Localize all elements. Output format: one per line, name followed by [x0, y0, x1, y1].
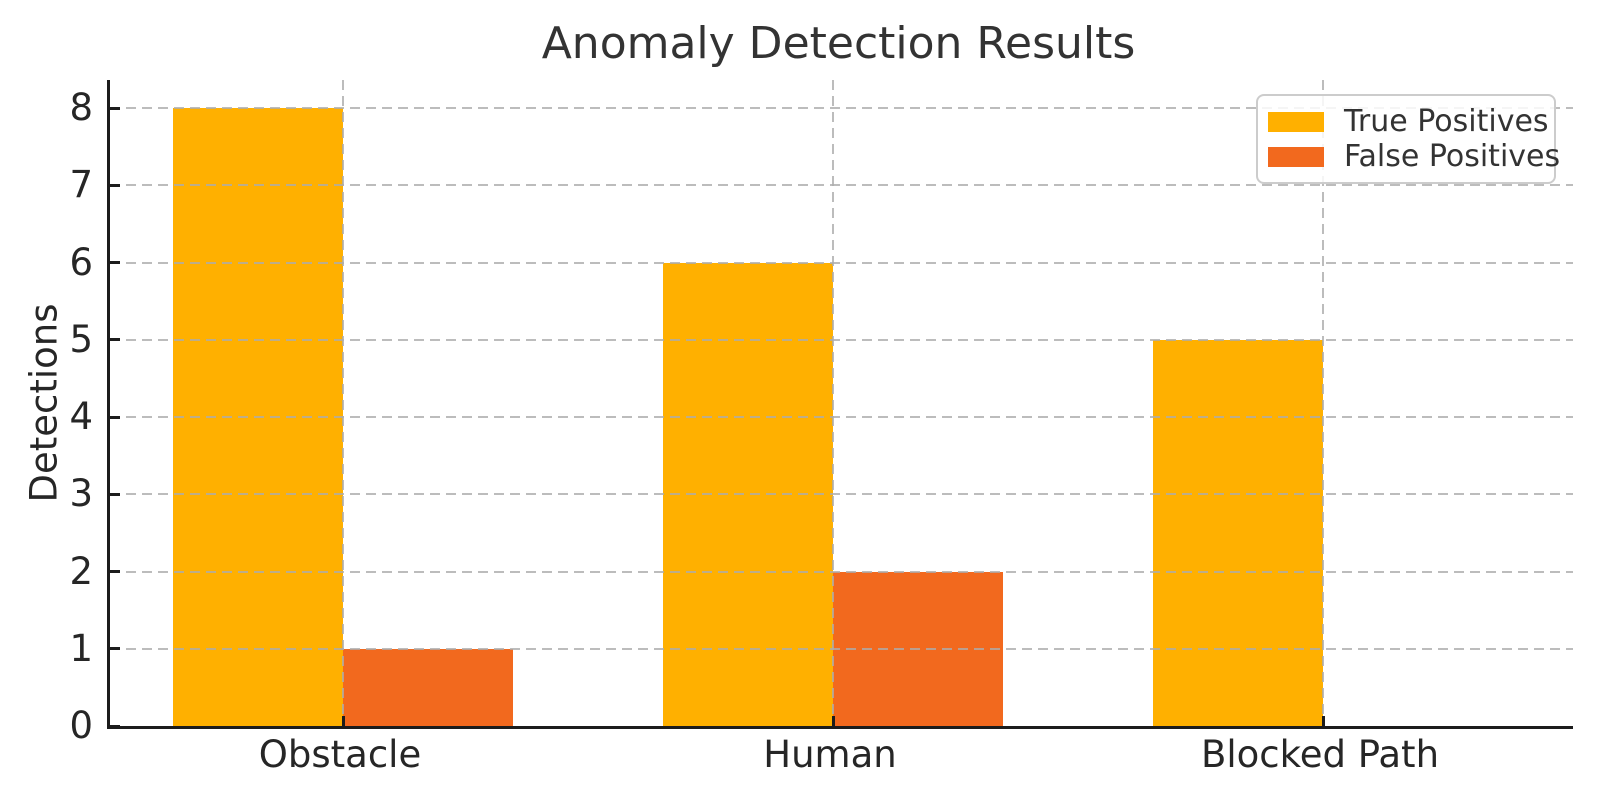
y-tick-mark-8 — [110, 106, 120, 110]
x-tick-mark-blocked-path — [1321, 716, 1325, 726]
y-tick-label-5: 5 — [69, 317, 93, 361]
chart-title: Anomaly Detection Results — [541, 18, 1136, 69]
x-tick-mark-obstacle — [341, 716, 345, 726]
y-tick-mark-3 — [110, 492, 120, 496]
x-tick-label-blocked-path: Blocked Path — [1200, 733, 1440, 776]
y-tick-label-2: 2 — [69, 549, 93, 593]
x-tick-mark-human — [831, 716, 835, 726]
legend-label-false-positives: False Positives — [1344, 139, 1561, 174]
y-tick-mark-5 — [110, 338, 120, 342]
y-tick-mark-4 — [110, 415, 120, 419]
y-tick-label-8: 8 — [69, 86, 93, 129]
bar-false-positives-obstacle — [343, 648, 513, 726]
legend-entry-true-positives: True Positives — [1268, 104, 1554, 139]
gridline-y-1 — [110, 647, 1573, 650]
legend-swatch-false-positives — [1268, 146, 1324, 167]
gridline-x-human — [832, 80, 834, 726]
y-tick-mark-1 — [110, 647, 120, 651]
legend-swatch-true-positives — [1268, 111, 1324, 132]
gridline-y-2 — [110, 570, 1573, 573]
legend: True Positives False Positives — [1256, 94, 1560, 184]
legend-entry-false-positives: False Positives — [1268, 139, 1560, 174]
gridline-y-7 — [110, 184, 1573, 187]
gridline-x-blocked-path — [1322, 80, 1324, 726]
y-tick-mark-0 — [110, 724, 120, 728]
legend-label-true-positives: True Positives — [1344, 104, 1549, 139]
plot-area: True Positives False Positives — [107, 80, 1573, 729]
y-tick-mark-6 — [110, 261, 120, 264]
gridline-y-3 — [110, 493, 1573, 496]
y-tick-label-7: 7 — [69, 163, 93, 207]
y-tick-label-6: 6 — [69, 240, 93, 284]
y-tick-mark-2 — [110, 570, 120, 573]
gridline-y-5 — [110, 338, 1573, 341]
gridline-y-4 — [110, 416, 1573, 418]
gridline-y-6 — [110, 261, 1573, 264]
y-tick-mark-7 — [110, 183, 120, 187]
x-tick-label-human: Human — [763, 733, 897, 776]
x-tick-label-obstacle: Obstacle — [258, 733, 422, 776]
y-tick-label-0: 0 — [69, 704, 93, 747]
y-tick-label-3: 3 — [69, 472, 93, 516]
y-tick-label-1: 1 — [69, 626, 93, 670]
gridline-x-obstacle — [342, 80, 344, 726]
legend-rows: True Positives False Positives — [1268, 104, 1560, 174]
y-tick-label-4: 4 — [69, 395, 93, 438]
bar-true-positives-blocked-path — [1153, 339, 1323, 726]
gridline-y-8 — [110, 107, 1573, 109]
